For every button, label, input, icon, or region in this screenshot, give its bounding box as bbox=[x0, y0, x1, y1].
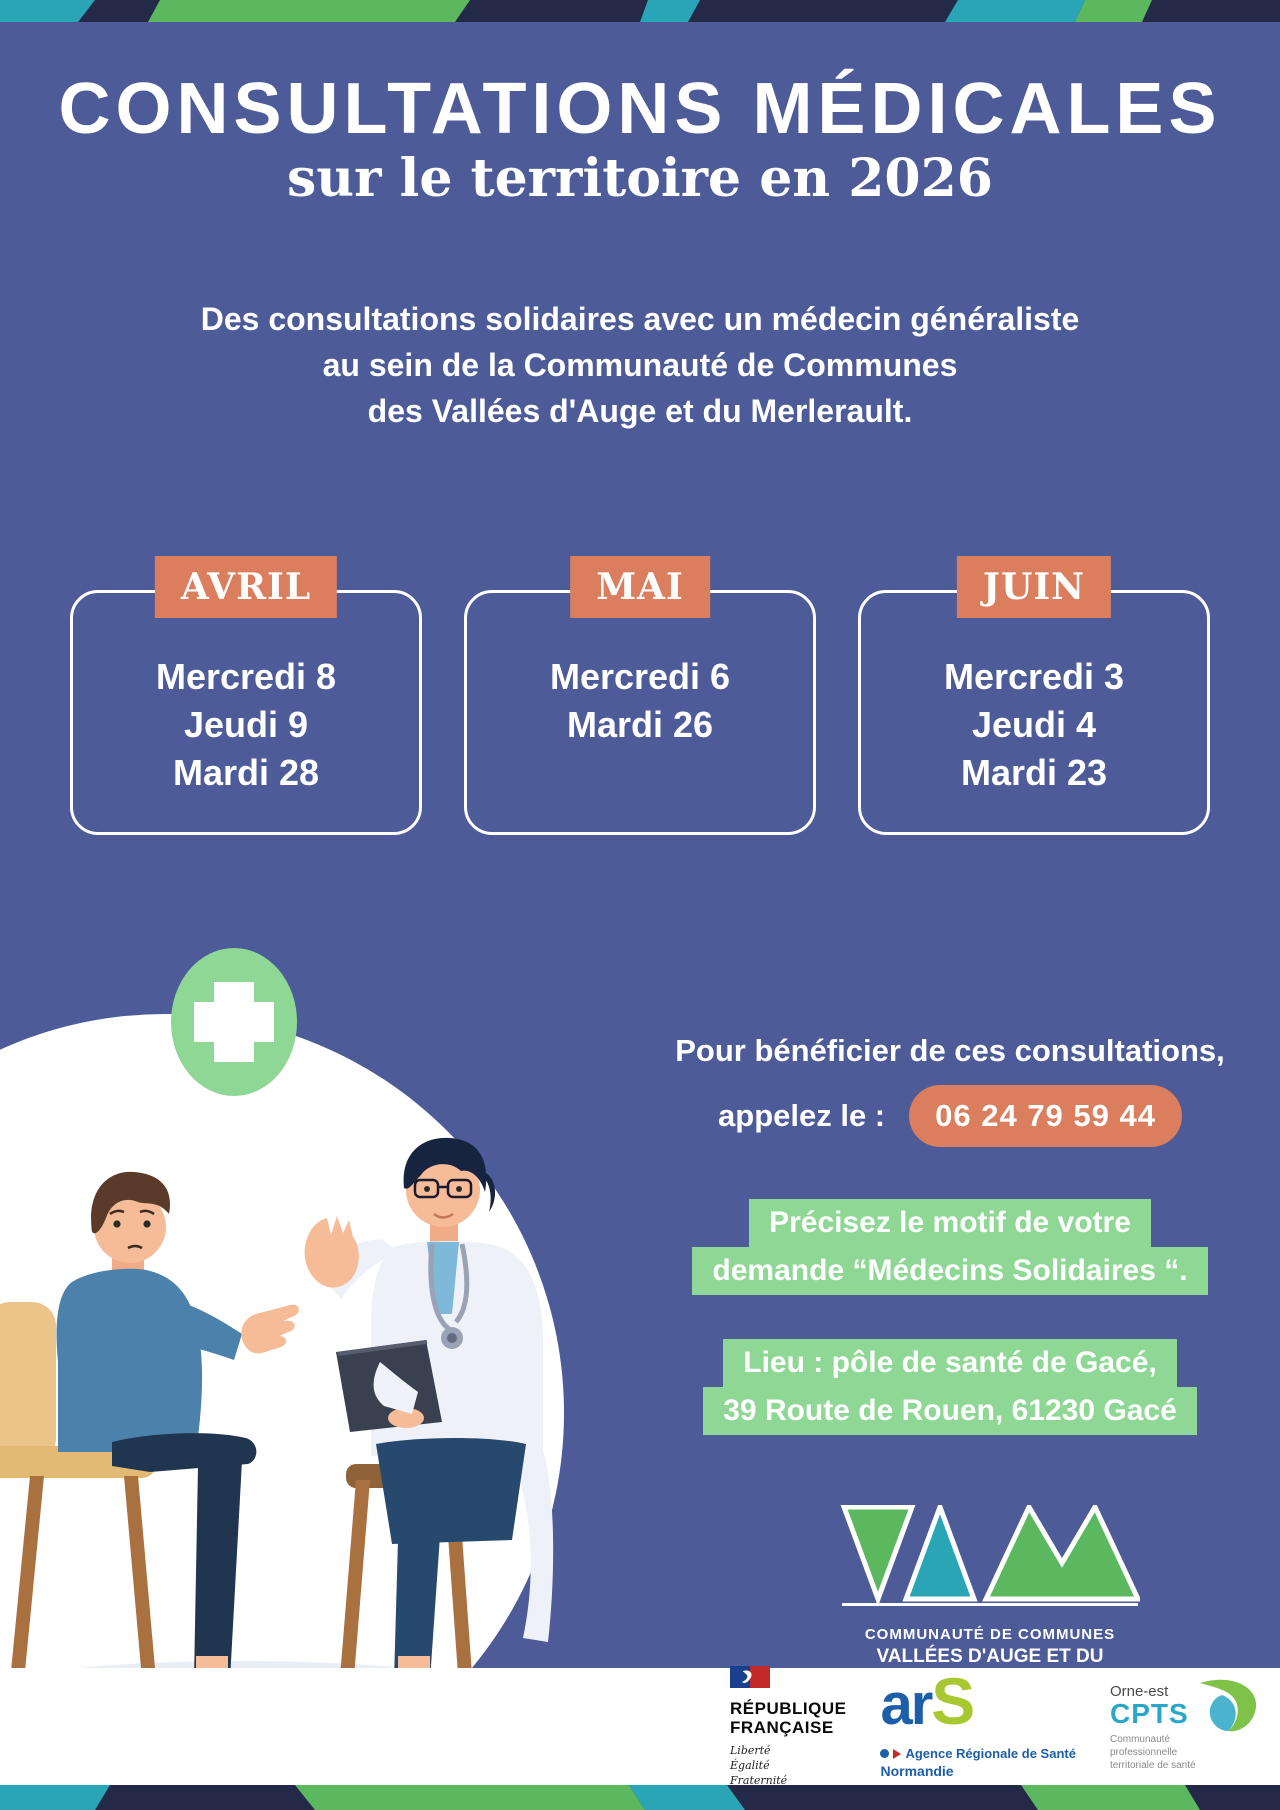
vam-logo-line-1: COMMUNAUTÉ DE COMMUNES bbox=[864, 1626, 1116, 1643]
month-badge-juin: JUIN bbox=[956, 556, 1112, 618]
month-dates-avril: Mercredi 8 Jeudi 9 Mardi 28 bbox=[73, 653, 419, 797]
month-badge-mai: MAI bbox=[570, 556, 710, 618]
cpts-desc-line-1: Communauté bbox=[1109, 1733, 1170, 1745]
republique-francaise-logo: RÉPUBLIQUE FRANÇAISE Liberté Égalité Fra… bbox=[730, 1666, 846, 1788]
cpts-region: Orne-est bbox=[1109, 1682, 1169, 1700]
rf-motto-fraternite: Fraternité bbox=[730, 1774, 788, 1787]
month-card-mai: MAI Mercredi 6 Mardi 26 bbox=[464, 556, 816, 835]
intro-line-2: au sein de la Communauté de Communes bbox=[322, 347, 958, 383]
partner-logos: RÉPUBLIQUE FRANÇAISE Liberté Égalité Fra… bbox=[640, 1666, 1280, 1788]
ars-tagline-row: Agence Régionale de Santé bbox=[880, 1746, 1076, 1761]
month-dates-juin: Mercredi 3 Jeudi 4 Mardi 23 bbox=[861, 653, 1207, 797]
date-item: Mercredi 3 bbox=[943, 656, 1125, 697]
month-card-avril: AVRIL Mercredi 8 Jeudi 9 Mardi 28 bbox=[70, 556, 422, 835]
vam-logo: COMMUNAUTÉ DE COMMUNES VALLÉES D'AUGE ET… bbox=[830, 1499, 1150, 1690]
ars-s-text: S bbox=[931, 1664, 976, 1738]
call-label: appelez le : bbox=[718, 1098, 886, 1133]
ars-ar-text: ar bbox=[880, 1672, 933, 1737]
date-item: Mercredi 8 bbox=[155, 656, 337, 697]
rf-name-line-1: RÉPUBLIQUE bbox=[730, 1699, 847, 1718]
cpts-desc-line-3: territoriale de santé bbox=[1109, 1759, 1196, 1771]
bottom-decorative-bar bbox=[0, 1785, 1280, 1810]
note-lieu-line-1: Lieu : pôle de santé de Gacé, bbox=[723, 1339, 1177, 1387]
month-dates-mai: Mercredi 6 Mardi 26 bbox=[467, 653, 813, 749]
date-item: Mercredi 6 bbox=[549, 656, 731, 697]
note-lieu-line-2: 39 Route de Rouen, 61230 Gacé bbox=[703, 1387, 1197, 1435]
month-cards: AVRIL Mercredi 8 Jeudi 9 Mardi 28 MAI Me… bbox=[70, 556, 1210, 835]
note-motif: Précisez le motif de votre demande “Méde… bbox=[620, 1199, 1280, 1295]
ars-tagline: Agence Régionale de Santé bbox=[905, 1746, 1076, 1761]
ars-dot-icon bbox=[880, 1749, 890, 1758]
ars-logo: arS Agence Régionale de Santé Normandie bbox=[880, 1668, 1076, 1779]
intro-paragraph: Des consultations solidaires avec un méd… bbox=[0, 296, 1280, 434]
phone-number-pill: 06 24 79 59 44 bbox=[909, 1085, 1182, 1147]
poster-subtitle: sur le territoire en 2026 bbox=[287, 148, 993, 209]
month-card-juin: JUIN Mercredi 3 Jeudi 4 Mardi 23 bbox=[858, 556, 1210, 835]
vam-logo-triangles bbox=[840, 1499, 1142, 1607]
partner-band bbox=[0, 1668, 1280, 1786]
poster-title: CONSULTATIONS MÉDICALES bbox=[58, 69, 1222, 149]
date-item: Jeudi 9 bbox=[183, 704, 309, 745]
top-decorative-bar bbox=[0, 0, 1280, 22]
note-motif-line-1: Précisez le motif de votre bbox=[749, 1199, 1151, 1247]
cpts-logo: Orne-est CPTS Communauté professionnelle… bbox=[1109, 1679, 1280, 1772]
ars-chevron-icon bbox=[893, 1748, 902, 1759]
intro-line-1: Des consultations solidaires avec un méd… bbox=[200, 301, 1080, 337]
rf-motto-egalite: Égalité bbox=[730, 1759, 770, 1772]
rf-motto-liberte: Liberté bbox=[730, 1744, 771, 1757]
month-badge-avril: AVRIL bbox=[154, 556, 338, 618]
intro-line-3: des Vallées d'Auge et du Merlerault. bbox=[367, 393, 913, 429]
date-item: Mardi 28 bbox=[172, 752, 320, 793]
call-row: appelez le : 06 24 79 59 44 bbox=[620, 1085, 1280, 1147]
ars-acronym: arS bbox=[880, 1668, 1076, 1746]
cpts-desc-line-2: professionnelle bbox=[1109, 1746, 1178, 1758]
cpts-acronym: CPTS bbox=[1109, 1697, 1189, 1729]
medical-cross-icon bbox=[171, 948, 297, 1096]
french-flag-icon bbox=[730, 1666, 770, 1688]
contact-section: Pour bénéficier de ces consultations, ap… bbox=[620, 1033, 1280, 1435]
date-item: Mardi 26 bbox=[566, 704, 714, 745]
ars-region: Normandie bbox=[880, 1763, 954, 1779]
cpts-leaf-icon bbox=[1200, 1679, 1257, 1731]
note-motif-line-2: demande “Médecins Solidaires “. bbox=[692, 1247, 1208, 1295]
note-lieu: Lieu : pôle de santé de Gacé, 39 Route d… bbox=[620, 1339, 1280, 1435]
date-item: Jeudi 4 bbox=[971, 704, 1097, 745]
rf-name-line-2: FRANÇAISE bbox=[730, 1718, 834, 1737]
date-item: Mardi 23 bbox=[960, 752, 1108, 793]
contact-intro: Pour bénéficier de ces consultations, bbox=[675, 1033, 1225, 1068]
